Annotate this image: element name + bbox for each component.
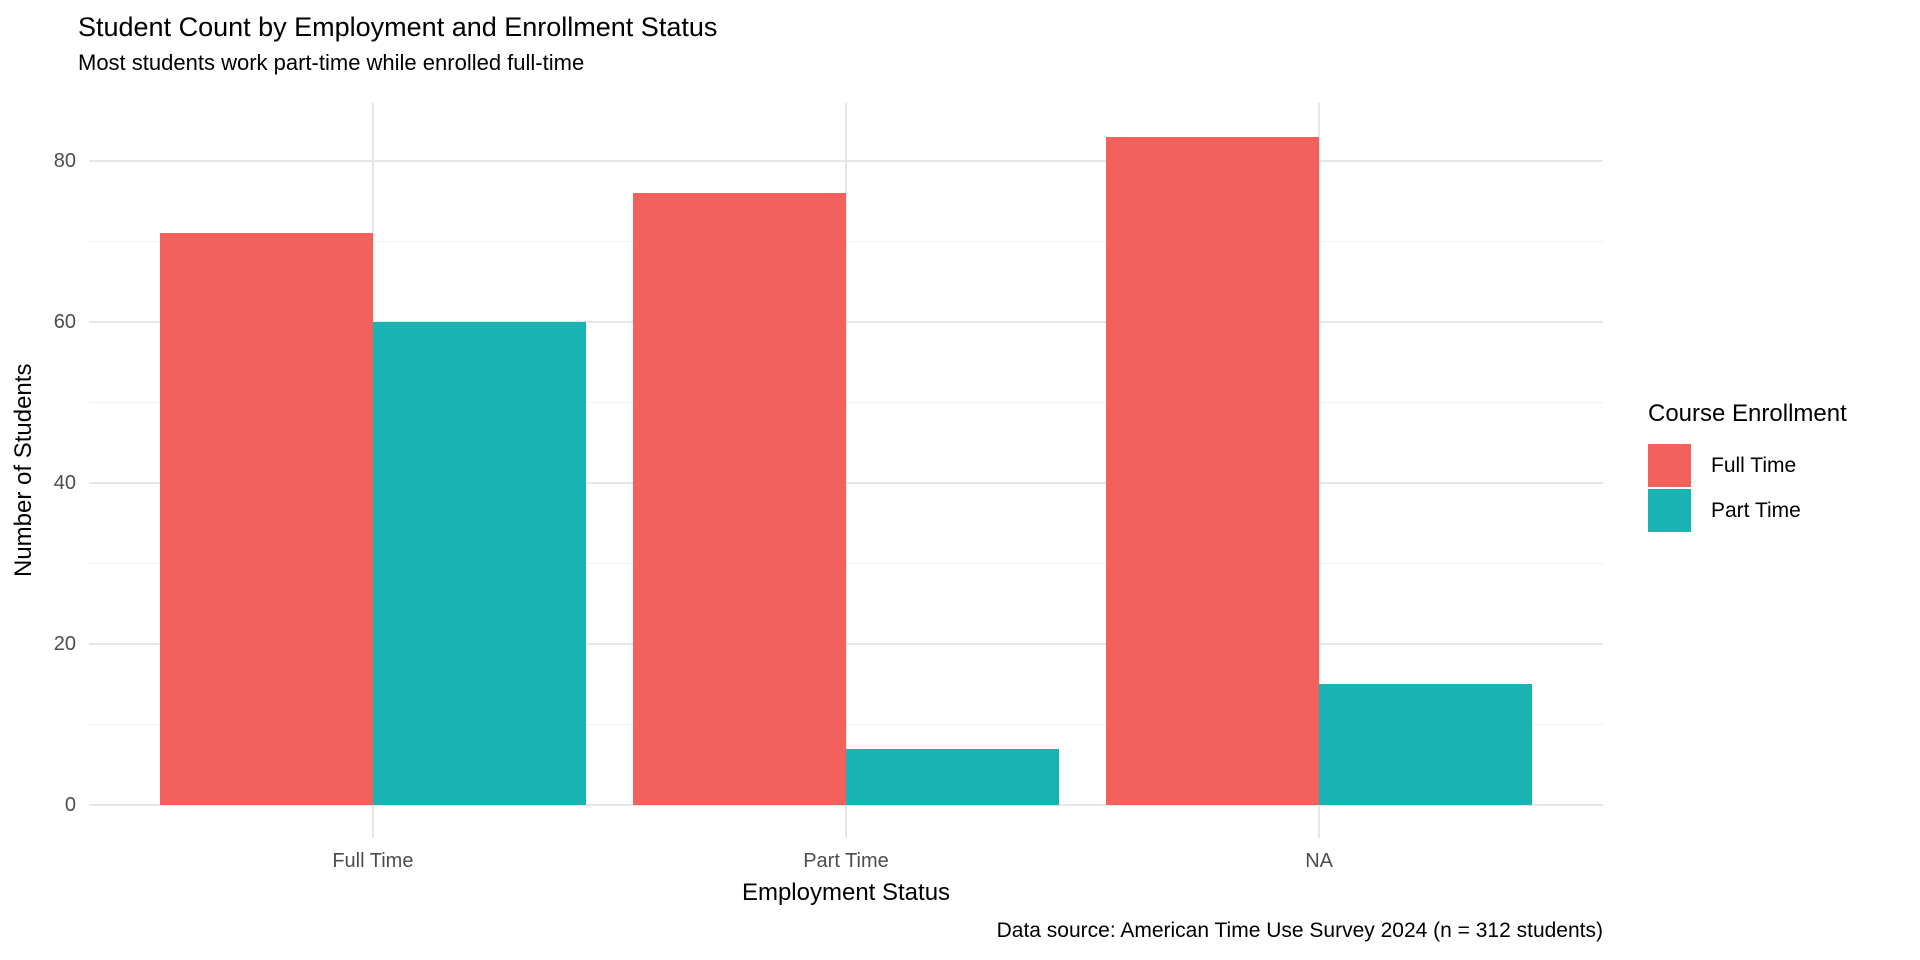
legend-items: Full Time Part Time [1648, 444, 1918, 532]
x-tick-label-full-time: Full Time [332, 850, 414, 872]
x-tick-label-part-time: Part Time [803, 850, 889, 872]
x-axis-title: Employment Status [741, 879, 951, 906]
bar-na-part-time [1319, 684, 1533, 805]
y-tick-label-60: 60 [53, 311, 76, 333]
plot-panel [89, 103, 1603, 838]
legend-item-part-time: Part Time [1648, 489, 1918, 532]
legend-swatch-icon [1648, 444, 1691, 487]
chart-subtitle: Most students work part-time while enrol… [78, 50, 585, 75]
y-tick-label-40: 40 [53, 472, 76, 494]
y-axis-title: Number of Students [10, 363, 37, 578]
legend-swatch-icon [1648, 489, 1691, 532]
legend-title: Course Enrollment [1648, 400, 1847, 427]
chart-title: Student Count by Employment and Enrollme… [78, 12, 718, 42]
legend-label: Part Time [1711, 498, 1801, 522]
bar-part-time-full-time [633, 193, 846, 805]
bar-full-time-part-time [372, 322, 586, 805]
y-tick-label-80: 80 [53, 150, 76, 172]
bar-part-time-part-time [846, 748, 1059, 805]
gridline-x-2 [1318, 103, 1321, 838]
y-tick-label-0: 0 [64, 794, 76, 816]
chart-caption: Data source: American Time Use Survey 20… [996, 919, 1603, 942]
legend-item-full-time: Full Time [1648, 444, 1918, 487]
x-tick-label-na: NA [1305, 850, 1334, 872]
bar-na-full-time [1106, 136, 1320, 805]
bar-full-time-full-time [159, 233, 373, 805]
legend: Course Enrollment Full Time Part Time [1648, 400, 1918, 534]
gridline-x-1 [845, 103, 847, 838]
y-tick-label-20: 20 [53, 633, 76, 655]
legend-label: Full Time [1711, 453, 1797, 477]
